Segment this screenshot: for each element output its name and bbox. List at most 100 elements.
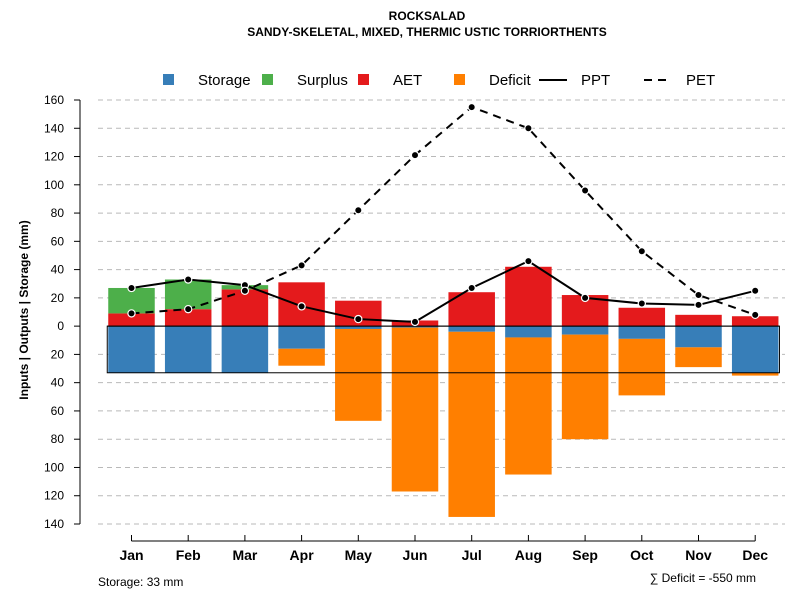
chart-subtitle: SANDY-SKELETAL, MIXED, THERMIC USTIC TOR… xyxy=(247,25,607,39)
legend-label-pet: PET xyxy=(686,72,715,89)
bar-deficit xyxy=(391,327,439,492)
bar-aet xyxy=(675,314,722,327)
legend-swatch-storage xyxy=(163,74,174,85)
point-pet xyxy=(751,310,760,320)
x-tick-label: Sep xyxy=(572,547,598,563)
x-tick-label: Mar xyxy=(232,547,257,563)
x-tick-label: Dec xyxy=(742,547,768,563)
bar-surplus xyxy=(108,287,155,314)
bars xyxy=(108,266,779,517)
bar-storage xyxy=(391,326,439,328)
x-tick-label: Feb xyxy=(176,547,201,563)
point-pet xyxy=(127,309,136,318)
y-tick-label: 20 xyxy=(51,347,65,361)
storage-footnote: Storage: 33 mm xyxy=(98,575,183,589)
bar-aet xyxy=(618,307,666,327)
legend-swatch-aet xyxy=(358,74,369,85)
y-axis: 160 140 120 100 80 60 40 20 0 20 40 60 80 100 120 140 xyxy=(44,93,81,531)
point-ppt xyxy=(580,293,590,303)
point-pet xyxy=(297,261,306,270)
bar-deficit xyxy=(731,372,779,376)
point-ppt xyxy=(694,300,703,310)
storage-capacity-box xyxy=(106,325,780,374)
bar-deficit xyxy=(618,338,666,396)
y-tick-label: 120 xyxy=(44,150,64,164)
bar-aet xyxy=(164,309,212,327)
x-tick-label: Oct xyxy=(630,547,654,563)
chart-title: ROCKSALAD xyxy=(389,9,466,23)
x-tick-label: Apr xyxy=(290,547,315,563)
point-pet xyxy=(240,286,250,295)
point-ppt xyxy=(183,275,193,284)
bar-deficit xyxy=(505,337,552,475)
legend-label-surplus: Surplus xyxy=(297,72,348,89)
y-tick-label: 0 xyxy=(57,319,64,333)
point-pet xyxy=(410,150,420,160)
storage-capacity-frame xyxy=(106,325,780,374)
point-pet xyxy=(354,206,363,215)
bar-deficit xyxy=(561,334,609,440)
legend-label-ppt: PPT xyxy=(581,72,610,89)
y-tick-label: 60 xyxy=(51,234,65,248)
y-tick-label: 140 xyxy=(44,517,64,531)
y-tick-label: 20 xyxy=(51,291,65,305)
bar-aet xyxy=(731,316,779,327)
y-tick-label: 100 xyxy=(44,178,64,192)
bar-storage xyxy=(164,326,212,373)
x-tick-label: Nov xyxy=(685,547,712,563)
deficit-footnote: ∑ Deficit = -550 mm xyxy=(650,571,756,585)
bar-storage xyxy=(731,326,779,373)
bar-storage xyxy=(675,326,722,348)
x-tick-label: Jan xyxy=(119,547,143,563)
lines xyxy=(127,102,760,327)
y-tick-label: 60 xyxy=(51,404,65,418)
bar-storage xyxy=(618,326,666,339)
legend-swatch-surplus xyxy=(262,74,273,85)
bar-deficit xyxy=(448,331,495,517)
bar-storage xyxy=(448,326,495,332)
gridlines xyxy=(98,99,785,525)
bar-storage xyxy=(335,326,382,329)
legend-swatch-deficit xyxy=(454,74,465,85)
bar-aet xyxy=(108,313,155,327)
point-ppt xyxy=(524,256,533,266)
y-tick-label: 80 xyxy=(51,432,65,446)
bar-storage xyxy=(561,326,609,335)
legend-label-deficit: Deficit xyxy=(489,72,532,89)
bar-deficit xyxy=(675,347,722,368)
point-pet xyxy=(183,304,193,314)
legend: Storage Surplus AET Deficit PPT PET xyxy=(163,72,715,89)
point-ppt xyxy=(467,283,476,293)
y-tick-label: 140 xyxy=(44,121,64,135)
bar-aet xyxy=(505,266,552,327)
point-ppt xyxy=(354,314,363,324)
bar-deficit xyxy=(335,328,382,421)
bar-storage xyxy=(108,326,155,373)
point-pet xyxy=(467,102,476,112)
point-ppt xyxy=(297,302,306,311)
y-tick-label: 120 xyxy=(44,489,64,503)
legend-label-storage: Storage xyxy=(198,72,251,89)
legend-label-aet: AET xyxy=(393,72,422,89)
x-axis: Jan Feb Mar Apr May Jun Jul Aug Sep Oct Nov Dec xyxy=(119,535,768,563)
bar-storage xyxy=(505,326,552,338)
point-pet xyxy=(580,186,590,195)
x-tick-label: Jul xyxy=(462,547,482,563)
y-tick-label: 40 xyxy=(51,376,65,390)
point-ppt xyxy=(127,283,136,293)
point-pet xyxy=(524,124,533,133)
point-pet xyxy=(694,290,703,300)
y-tick-label: 160 xyxy=(44,93,64,107)
line-ppt xyxy=(131,259,756,323)
x-tick-label: Aug xyxy=(515,547,542,563)
point-ppt xyxy=(751,286,760,295)
x-tick-label: May xyxy=(345,547,372,563)
y-tick-label: 40 xyxy=(51,263,65,277)
bar-deficit xyxy=(278,348,325,366)
y-tick-label: 100 xyxy=(44,460,64,474)
bar-storage xyxy=(278,326,325,349)
y-axis-label: Inputs | Outputs | Storage (mm) xyxy=(17,220,31,399)
bar-storage xyxy=(221,326,269,373)
y-tick-label: 80 xyxy=(51,206,65,220)
